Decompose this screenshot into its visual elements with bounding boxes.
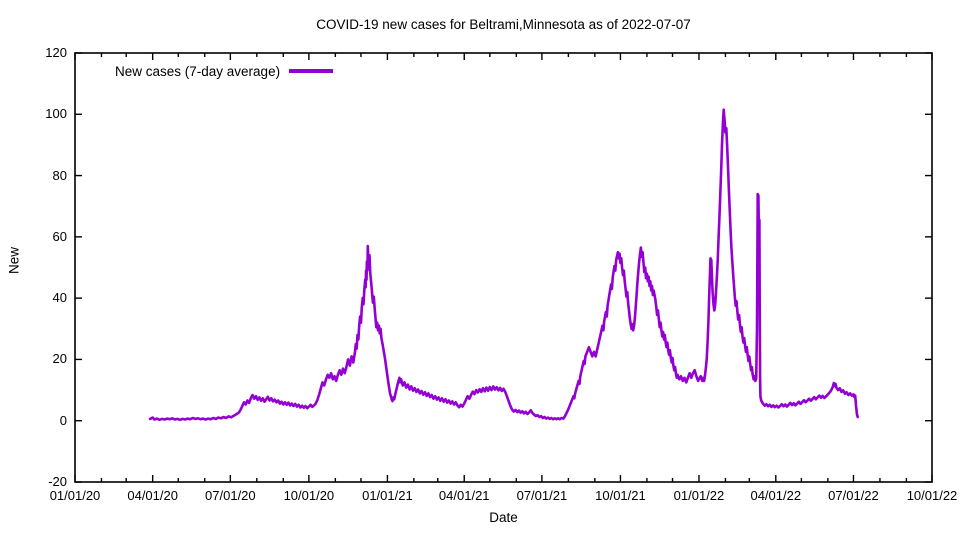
legend: New cases (7-day average) — [115, 63, 334, 79]
legend-line-sample — [289, 69, 334, 73]
y-tick-label: 0 — [59, 412, 67, 428]
y-tick-label: 40 — [52, 290, 67, 306]
x-tick-label: 07/01/20 — [205, 488, 256, 503]
x-tick-label: 04/01/21 — [438, 488, 490, 503]
x-tick-label: 04/01/22 — [750, 488, 802, 503]
x-tick-label: 04/01/20 — [127, 488, 178, 503]
x-tick-label: 01/01/20 — [49, 488, 101, 503]
y-tick-label: -20 — [48, 474, 67, 489]
x-tick-label: 07/01/21 — [516, 488, 568, 503]
x-axis-label: Date — [489, 510, 518, 525]
x-tick-label: 10/01/21 — [595, 488, 646, 503]
x-tick-label: 07/01/22 — [828, 488, 879, 503]
x-tick-label: 01/01/22 — [673, 488, 725, 503]
y-tick-label: 20 — [52, 351, 67, 367]
x-tick-label: 10/01/22 — [906, 488, 958, 503]
data-line-new-cases — [148, 108, 859, 422]
chart-title: COVID-19 new cases for Beltrami,Minnesot… — [316, 17, 691, 32]
plot-border — [74, 52, 933, 483]
y-tick-label: 120 — [45, 45, 67, 60]
x-tick-label: 01/01/21 — [362, 488, 413, 503]
y-tick-label: 60 — [52, 228, 67, 244]
y-tick-label: 80 — [52, 167, 67, 183]
y-tick-label: 100 — [45, 106, 67, 122]
legend-label: New cases (7-day average) — [115, 63, 281, 79]
x-tick-label: 10/01/20 — [283, 488, 335, 503]
